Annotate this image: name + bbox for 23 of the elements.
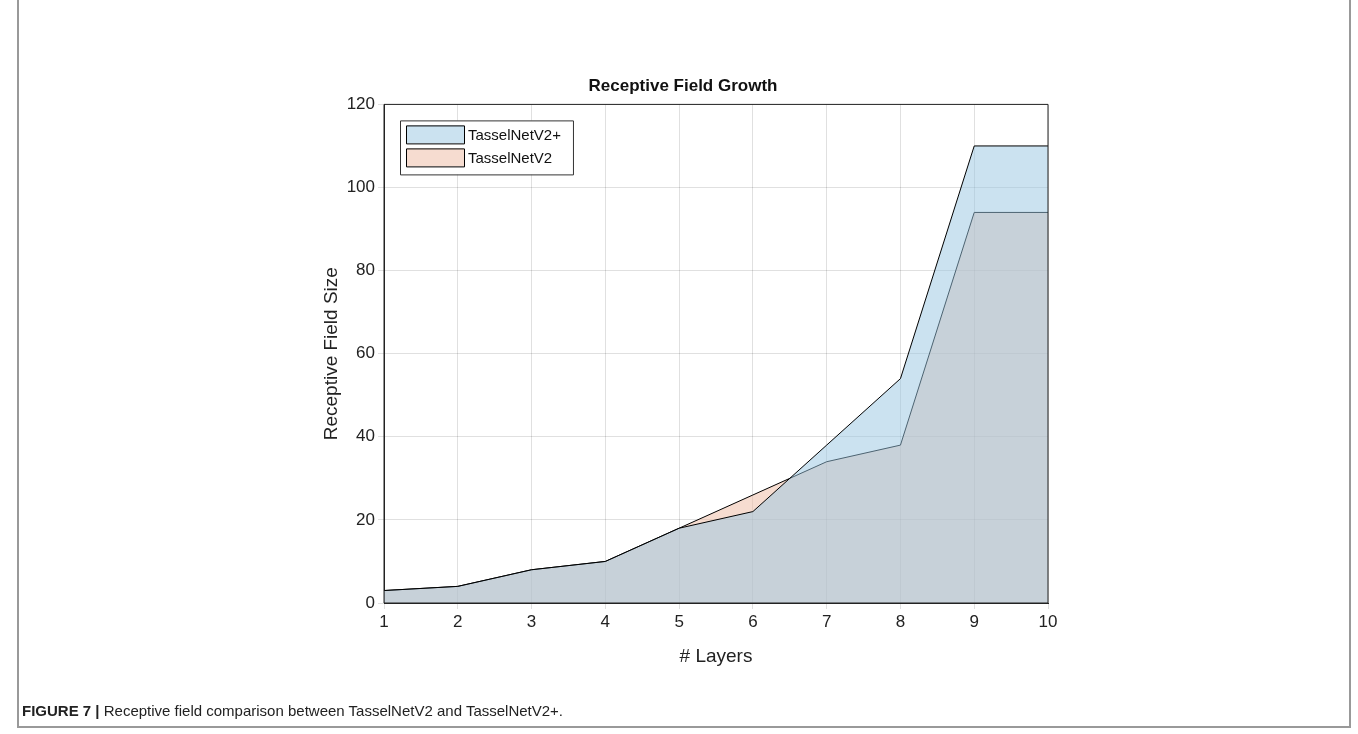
y-tick-label: 20 — [356, 509, 375, 529]
y-tick-label: 80 — [356, 260, 375, 280]
x-tick-label: 2 — [453, 611, 463, 631]
x-tick-label: 3 — [526, 611, 537, 631]
y-tick-label: 100 — [346, 177, 375, 197]
x-axis-title: # Layers — [679, 644, 753, 666]
y-tick-label: 120 — [346, 94, 375, 114]
x-tick-label: 7 — [821, 611, 832, 631]
y-axis-title: Receptive Field Size — [319, 267, 341, 441]
chart-title: Receptive Field Growth — [588, 75, 778, 95]
y-tick-label: 0 — [365, 592, 375, 612]
x-tick-label: 6 — [748, 611, 758, 631]
y-tick-label: 60 — [356, 343, 375, 363]
x-tick-label: 9 — [969, 611, 979, 631]
x-tick-label: 10 — [1038, 611, 1058, 631]
caption: FIGURE 7 | Receptive field comparison between TasselNetV2 and TasselNetV2+. — [22, 702, 564, 719]
legend-label: TasselNetV2+ — [468, 125, 562, 143]
legend-label: TasselNetV2 — [468, 148, 553, 166]
x-tick-label: 1 — [379, 611, 389, 631]
x-tick-label: 8 — [895, 611, 906, 631]
x-tick-label: 4 — [600, 611, 611, 631]
x-tick-label: 5 — [674, 611, 684, 631]
y-tick-label: 40 — [356, 426, 375, 446]
